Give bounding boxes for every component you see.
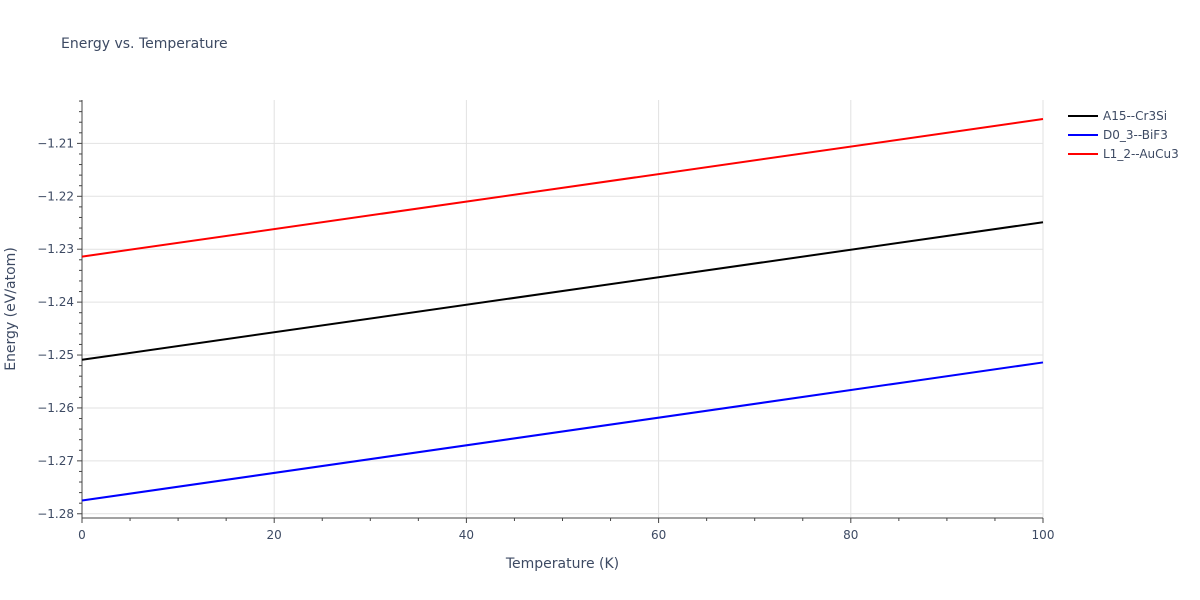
chart-title: Energy vs. Temperature [61, 36, 228, 52]
legend-item[interactable]: A15--Cr3Si [1068, 106, 1179, 125]
legend-swatch [1068, 133, 1098, 136]
series-line [81, 118, 1044, 258]
y-tick-label: −1.25 [37, 348, 74, 362]
legend-item[interactable]: L1_2--AuCu3 [1068, 144, 1179, 163]
legend-label: D0_3--BiF3 [1103, 127, 1168, 142]
series-line [81, 361, 1044, 502]
y-tick-label: −1.27 [37, 454, 74, 468]
grid-layer [82, 100, 1044, 518]
y-tick-label: −1.22 [37, 189, 74, 203]
legend: A15--Cr3Si D0_3--BiF3 L1_2--AuCu3 [1068, 106, 1179, 163]
series-line [81, 221, 1044, 361]
y-tick-label: −1.24 [37, 295, 74, 309]
x-tick-label: 0 [78, 528, 86, 542]
legend-swatch [1068, 114, 1098, 117]
y-axis-title: Energy (eV/atom) [3, 247, 19, 371]
legend-label: A15--Cr3Si [1103, 108, 1168, 123]
x-tick-label: 100 [1032, 528, 1055, 542]
legend-swatch [1068, 152, 1098, 155]
x-tick-label: 20 [267, 528, 282, 542]
x-tick-label: 60 [651, 528, 666, 542]
legend-item[interactable]: D0_3--BiF3 [1068, 125, 1179, 144]
series-layer [81, 118, 1044, 502]
x-tick-label: 40 [459, 528, 474, 542]
x-axis-title: Temperature (K) [505, 556, 619, 572]
y-tick-label: −1.23 [37, 242, 74, 256]
x-tick-label: 80 [843, 528, 858, 542]
y-tick-label: −1.26 [37, 401, 74, 415]
y-tick-label: −1.21 [37, 136, 74, 150]
axes-layer: 0 20 40 60 80 100 −1.28 −1.27 −1.26 −1.25 −1.24 −1.… [37, 100, 1054, 542]
y-tick-label: −1.28 [37, 507, 74, 521]
legend-label: L1_2--AuCu3 [1103, 146, 1179, 161]
